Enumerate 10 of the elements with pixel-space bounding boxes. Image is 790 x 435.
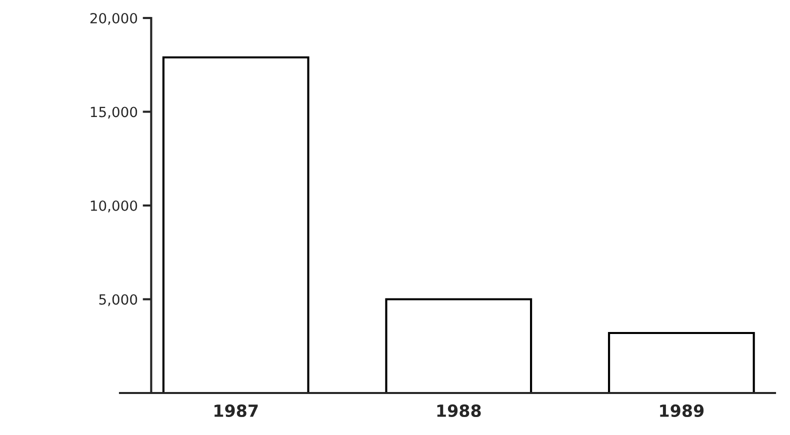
bar [162, 56, 310, 393]
bar [385, 298, 532, 393]
y-tick-label: 15,000 [90, 106, 138, 119]
x-tick-label: 1988 [437, 404, 481, 418]
x-tick-label: 1989 [660, 404, 704, 418]
y-tick-label: 5,000 [99, 294, 138, 306]
x-tick-label: 1987 [214, 404, 258, 418]
y-tick-label: 20,000 [90, 12, 138, 25]
bar [608, 332, 755, 393]
y-tick-label: 10,000 [90, 200, 138, 212]
